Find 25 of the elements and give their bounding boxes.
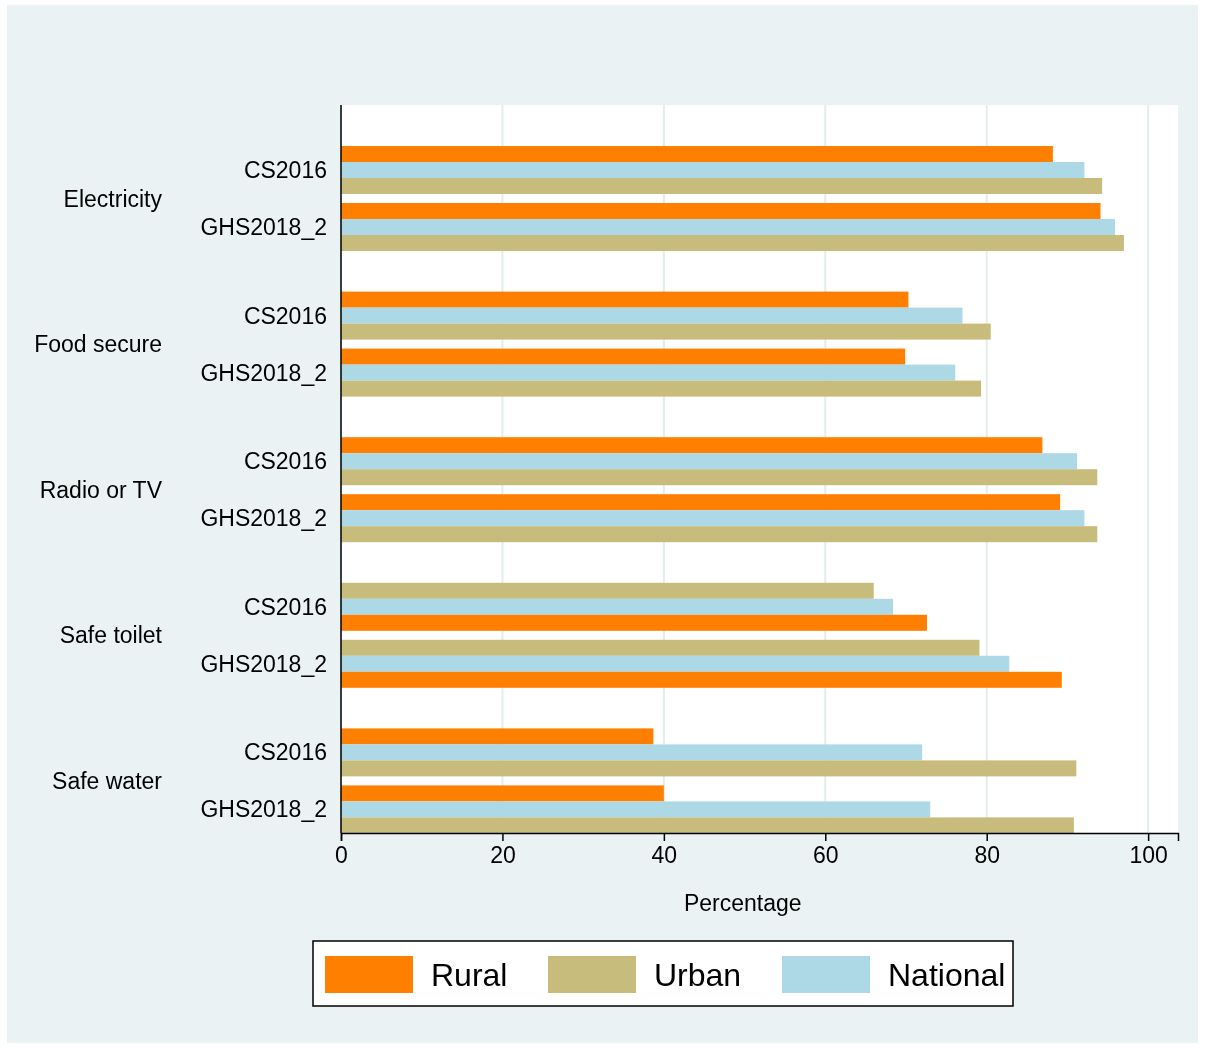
x-tick-label: 100 <box>1129 842 1168 869</box>
y-tick-label: GHS2018_2 <box>200 214 327 241</box>
y-tick-label: CS2016 <box>243 593 327 620</box>
x-tick-label: 40 <box>651 842 678 869</box>
y-tick-label: GHS2018_2 <box>200 505 327 532</box>
x-tick-label: 0 <box>335 842 348 869</box>
y-tick-label: GHS2018_2 <box>200 650 327 677</box>
y-tick-label: CS2016 <box>243 157 327 184</box>
y-tick-label: CS2016 <box>243 302 327 329</box>
legend-label: National <box>888 957 1006 994</box>
x-tick-label: 80 <box>974 842 1001 869</box>
text: Radio or TV <box>39 476 163 503</box>
text: Safe toilet <box>59 622 163 649</box>
x-axis-title: Percentage <box>683 890 802 916</box>
y-tick-label: GHS2018_2 <box>200 359 327 386</box>
y-tick-label: CS2016 <box>243 739 327 766</box>
legend-label: Rural <box>431 957 508 994</box>
legend-label: Urban <box>654 957 742 994</box>
text: Food secure <box>34 331 162 358</box>
x-tick-label: 20 <box>490 842 516 869</box>
x-tick-label: 60 <box>812 842 839 869</box>
text: Electricity <box>63 185 163 212</box>
y-tick-label: CS2016 <box>243 448 327 475</box>
y-tick-label: GHS2018_2 <box>200 796 327 823</box>
text: Safe water <box>52 767 163 794</box>
